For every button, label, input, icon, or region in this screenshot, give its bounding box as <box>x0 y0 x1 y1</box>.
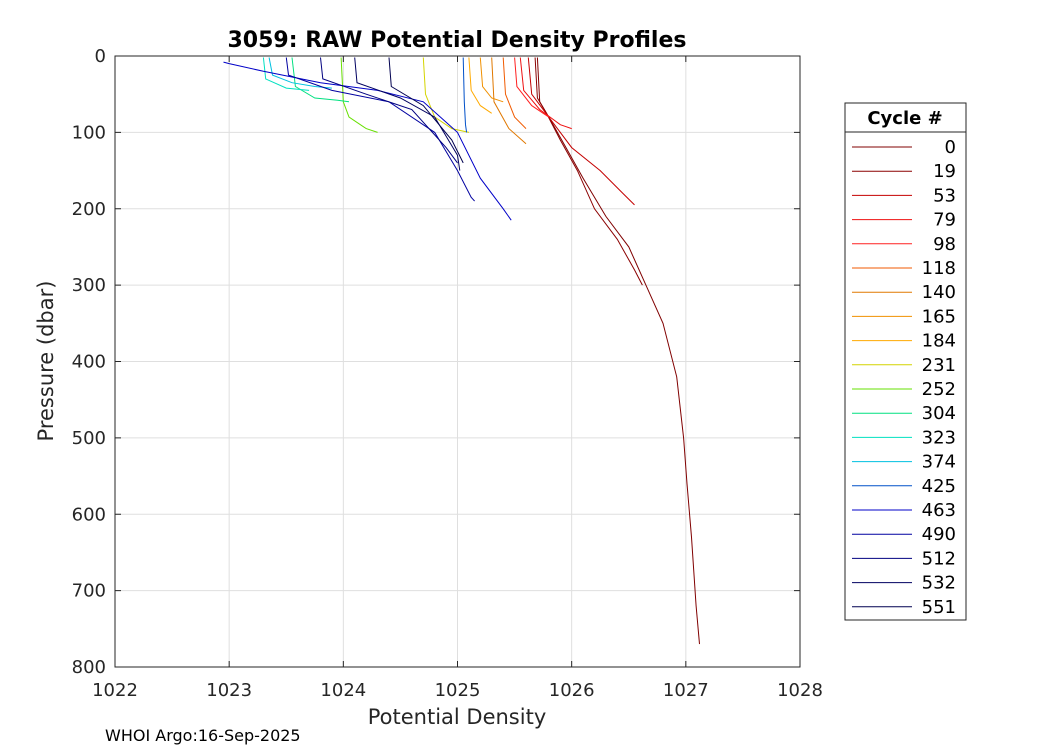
series-line-252 <box>340 57 378 133</box>
y-tick-label: 800 <box>72 657 106 678</box>
grid <box>114 55 801 668</box>
legend-label: 118 <box>922 258 956 279</box>
x-tick-label: 1023 <box>206 680 252 701</box>
series-line-425 <box>462 57 468 133</box>
legend-items: 0 19 53 79 98 118 140 165 184 231 252 304 323 374 425 4… <box>852 137 956 618</box>
y-tick-label: 500 <box>72 428 106 449</box>
series-line-512 <box>320 57 458 164</box>
legend-label: 0 <box>945 137 956 158</box>
y-tick-label: 200 <box>72 199 106 220</box>
series-line-374 <box>268 57 332 89</box>
series-line-551 <box>388 57 464 164</box>
y-tick-label: 400 <box>72 352 106 373</box>
legend-label: 19 <box>933 161 956 182</box>
series-line-19 <box>534 57 643 286</box>
x-tick-label: 1027 <box>663 680 709 701</box>
legend-label: 165 <box>922 306 956 327</box>
series-line-323 <box>262 57 310 91</box>
series-line-118 <box>502 57 527 129</box>
x-tick-label: 1022 <box>92 680 138 701</box>
legend-label: 323 <box>922 427 956 448</box>
legend-label: 425 <box>922 476 956 497</box>
legend: Cycle # 0 19 53 79 98 118 140 165 184 231 252 304 32… <box>844 102 967 621</box>
y-tick-label: 300 <box>72 275 106 296</box>
x-tick-label: 1026 <box>549 680 595 701</box>
legend-title: Cycle # <box>867 108 942 129</box>
ticks: 1022 1023 1024 1025 1026 1027 1028 0 100 200 300 40… <box>72 46 823 701</box>
y-tick-label: 600 <box>72 504 106 525</box>
x-tick-label: 1028 <box>777 680 823 701</box>
y-tick-label: 700 <box>72 581 106 602</box>
x-axis-label: Potential Density <box>368 705 547 729</box>
legend-label: 184 <box>922 331 956 352</box>
series-line-79 <box>519 57 572 130</box>
y-axis-label: Pressure (dbar) <box>34 281 58 442</box>
legend-label: 252 <box>922 379 956 400</box>
y-tick-label: 0 <box>95 46 106 67</box>
series-line-231 <box>422 57 470 133</box>
series-layer <box>223 57 700 645</box>
legend-label: 490 <box>922 524 956 545</box>
x-tick-label: 1024 <box>320 680 366 701</box>
legend-label: 140 <box>922 282 956 303</box>
legend-label: 512 <box>922 548 956 569</box>
series-line-140 <box>491 57 527 145</box>
series-line-98 <box>514 57 550 118</box>
legend-label: 53 <box>933 185 956 206</box>
y-tick-label: 100 <box>72 122 106 143</box>
legend-label: 532 <box>922 573 956 594</box>
legend-label: 551 <box>922 597 956 618</box>
series-line-463 <box>223 61 512 221</box>
x-tick-label: 1025 <box>435 680 481 701</box>
legend-label: 98 <box>933 234 956 255</box>
legend-label: 374 <box>922 452 956 473</box>
chart-title: 3059: RAW Potential Density Profiles <box>228 28 687 53</box>
series-line-53 <box>527 57 635 206</box>
series-line-184 <box>468 57 492 114</box>
series-line-0 <box>536 57 700 645</box>
legend-label: 231 <box>922 355 956 376</box>
legend-label: 304 <box>922 403 956 424</box>
series-line-532 <box>354 57 461 171</box>
series-line-490 <box>285 57 475 202</box>
legend-label: 463 <box>922 500 956 521</box>
legend-label: 79 <box>933 210 956 231</box>
footer-text: WHOI Argo:16-Sep-2025 <box>105 726 301 745</box>
series-line-165 <box>479 57 504 103</box>
